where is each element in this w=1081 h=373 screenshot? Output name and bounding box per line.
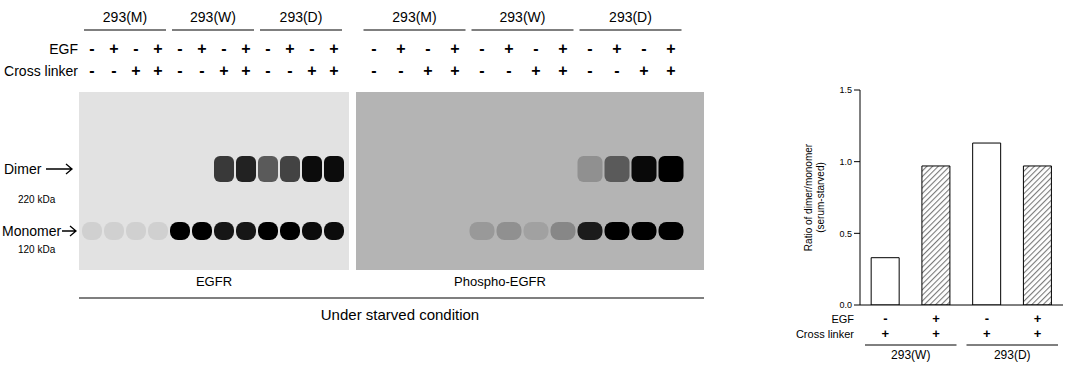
svg-text:Ratio of dimer/monomer(serum-s: Ratio of dimer/monomer(serum-starved): [803, 143, 826, 251]
svg-text:+: +: [219, 62, 228, 79]
svg-text:+: +: [450, 62, 459, 79]
svg-text:293(M): 293(M): [103, 9, 147, 25]
svg-text:+: +: [504, 40, 513, 57]
svg-text:+: +: [666, 62, 675, 79]
svg-text:293(D): 293(D): [280, 9, 323, 25]
svg-text:+: +: [109, 40, 118, 57]
svg-text:+: +: [396, 40, 405, 57]
svg-text:-: -: [614, 62, 619, 79]
svg-text:-: -: [398, 62, 403, 79]
svg-text:+: +: [329, 40, 338, 57]
svg-text:-: -: [587, 62, 592, 79]
svg-text:-: -: [177, 62, 182, 79]
svg-text:-: -: [371, 40, 376, 57]
svg-text:-: -: [265, 62, 270, 79]
svg-text:0.5: 0.5: [839, 229, 852, 239]
svg-text:+: +: [932, 326, 940, 341]
svg-text:-: -: [883, 311, 887, 326]
svg-text:Phospho-EGFR: Phospho-EGFR: [454, 274, 546, 289]
svg-text:-: -: [479, 62, 484, 79]
svg-text:293(W): 293(W): [190, 9, 236, 25]
svg-text:Cross linker: Cross linker: [4, 63, 78, 79]
svg-text:+: +: [558, 62, 567, 79]
svg-text:+: +: [307, 62, 316, 79]
svg-text:-: -: [133, 40, 138, 57]
svg-text:-: -: [641, 40, 646, 57]
svg-text:+: +: [197, 40, 206, 57]
svg-text:+: +: [1034, 326, 1042, 341]
svg-text:Dimer: Dimer: [4, 161, 42, 177]
svg-text:+: +: [450, 40, 459, 57]
svg-text:293(W): 293(W): [891, 348, 930, 362]
svg-text:-: -: [985, 311, 989, 326]
svg-text:+: +: [153, 62, 162, 79]
svg-text:EGF: EGF: [49, 41, 78, 57]
svg-text:-: -: [111, 62, 116, 79]
svg-text:293(D): 293(D): [994, 348, 1031, 362]
svg-text:-: -: [587, 40, 592, 57]
svg-text:+: +: [932, 311, 940, 326]
svg-text:EGF: EGF: [831, 313, 854, 325]
svg-text:293(D): 293(D): [609, 9, 652, 25]
svg-text:-: -: [199, 62, 204, 79]
svg-text:1.5: 1.5: [839, 85, 852, 95]
svg-text:+: +: [882, 326, 890, 341]
svg-text:-: -: [89, 40, 94, 57]
svg-text:293(M): 293(M): [392, 9, 436, 25]
svg-text:-: -: [177, 40, 182, 57]
svg-text:+: +: [241, 62, 250, 79]
svg-text:+: +: [639, 62, 648, 79]
svg-text:Cross linker: Cross linker: [796, 328, 854, 340]
svg-text:-: -: [506, 62, 511, 79]
svg-text:Monomer: Monomer: [2, 223, 61, 239]
svg-text:+: +: [666, 40, 675, 57]
svg-text:+: +: [285, 40, 294, 57]
svg-text:+: +: [241, 40, 250, 57]
svg-text:-: -: [89, 62, 94, 79]
svg-text:+: +: [612, 40, 621, 57]
svg-text:Under starved condition: Under starved condition: [321, 306, 479, 323]
svg-text:-: -: [221, 40, 226, 57]
svg-text:-: -: [425, 40, 430, 57]
svg-text:-: -: [371, 62, 376, 79]
svg-text:1.0: 1.0: [839, 157, 852, 167]
svg-text:+: +: [558, 40, 567, 57]
svg-text:+: +: [423, 62, 432, 79]
svg-text:+: +: [329, 62, 338, 79]
svg-text:-: -: [479, 40, 484, 57]
svg-text:220 kDa: 220 kDa: [18, 194, 56, 205]
svg-text:-: -: [265, 40, 270, 57]
svg-text:-: -: [309, 40, 314, 57]
svg-text:+: +: [1034, 311, 1042, 326]
svg-text:+: +: [153, 40, 162, 57]
svg-text:-: -: [533, 40, 538, 57]
svg-text:+: +: [131, 62, 140, 79]
svg-text:0.0: 0.0: [839, 300, 852, 310]
svg-text:120 kDa: 120 kDa: [18, 244, 56, 255]
svg-text:EGFR: EGFR: [196, 274, 232, 289]
svg-text:+: +: [531, 62, 540, 79]
svg-text:-: -: [287, 62, 292, 79]
svg-text:293(W): 293(W): [500, 9, 546, 25]
svg-text:+: +: [983, 326, 991, 341]
